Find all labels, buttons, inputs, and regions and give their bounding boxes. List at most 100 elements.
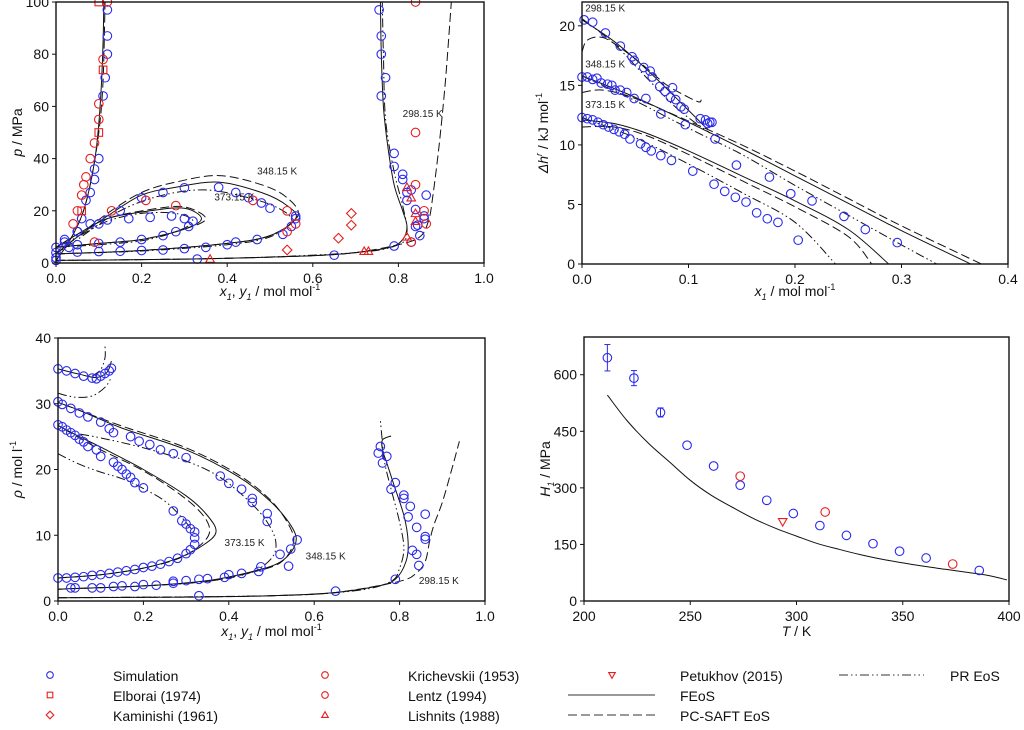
- marker-simulation-373-15-k: [164, 556, 174, 567]
- marker-krichevskii-1953: [76, 190, 87, 200]
- legend-marker-triangle-down: [607, 671, 617, 680]
- marker-simulation-348-15-k: [168, 576, 179, 587]
- legend-item: FEoS: [568, 688, 715, 704]
- temperature-annotation: 298.15 K: [419, 576, 459, 587]
- marker-simulation-373-15-k: [762, 213, 773, 224]
- marker-krichevskii-1953: [68, 219, 78, 229]
- x-tick-label: 0.6: [303, 270, 323, 286]
- marker-krichevskii-1953: [98, 54, 108, 65]
- marker-simulation-373-15-k: [123, 213, 134, 224]
- marker-simulation-348-15-k: [247, 497, 258, 508]
- marker-simulation-348-15-k: [125, 431, 136, 442]
- y-axis-label: Δhr / kJ mol-1: [534, 93, 551, 174]
- y-axis-label: p / MPa: [9, 108, 25, 157]
- marker-simulation-298-15-k-liquid: [376, 91, 387, 101]
- x-tick-label: 0.1: [679, 271, 699, 287]
- marker-krichevskii-1953: [248, 195, 258, 206]
- marker-simulation-298-15-k: [670, 94, 681, 105]
- curve-pc-saft-eos: [582, 125, 873, 264]
- marker-simulation-298-15-k: [676, 101, 686, 112]
- x-label-symbol-2: y: [239, 283, 248, 299]
- marker-simulation-373-15-k: [72, 239, 83, 250]
- marker-simulation-298-15-k-vapor: [405, 501, 416, 512]
- marker-krichevskii-1953: [735, 471, 746, 482]
- y-label-unit: / mol l: [9, 449, 25, 490]
- marker-krichevskii-1953: [78, 179, 89, 190]
- marker-simulation-373-15-k: [170, 226, 181, 237]
- marker-simulation-373-15-k: [687, 166, 698, 176]
- marker-simulation-348-15-k: [83, 412, 93, 422]
- marker-simulation-298-15-k-vapor: [98, 91, 108, 101]
- x-label-symbol-2: y: [240, 623, 249, 639]
- x-label-subscript: 1: [227, 292, 232, 302]
- legend-label: Krichevskii (1953): [408, 668, 519, 684]
- curve-feos: [582, 119, 890, 264]
- marker-simulation-298-15-k-vapor: [375, 441, 386, 452]
- marker-simulation-298-15-k: [680, 119, 691, 130]
- marker-simulation-298-15-k: [615, 41, 626, 51]
- legend-item: PC-SAFT EoS: [568, 708, 770, 724]
- marker-simulation-373-15-k: [145, 212, 156, 223]
- curve-pr-eos: [582, 117, 836, 264]
- y-label-superscript-2: -1: [534, 93, 544, 101]
- marker-simulation-348-15-k: [108, 581, 119, 592]
- marker-simulation-348-15-k: [179, 182, 190, 193]
- marker-lishnits-1988: [405, 192, 417, 202]
- marker-simulation-373-15-k: [793, 235, 804, 246]
- x-label-unit: / K: [790, 623, 812, 639]
- marker-simulation-373-15-k: [635, 138, 646, 149]
- model-curves: [607, 394, 1008, 581]
- marker-simulation-298-15-k-vapor: [89, 174, 100, 185]
- marker-simulation-298-15-k-liquid: [70, 368, 80, 379]
- curve-feos: [582, 19, 709, 130]
- curve-feos: [58, 401, 297, 590]
- curve-feos: [582, 75, 971, 264]
- marker-simulation-298-15-k-liquid: [410, 221, 421, 232]
- x-label-superscript: -1: [827, 282, 835, 292]
- model-curves: [56, 2, 452, 261]
- marker-simulation-298-15-k-liquid: [61, 366, 72, 376]
- marker-lishnits-1988: [363, 245, 374, 256]
- marker-simulation-348-15-k: [215, 471, 226, 481]
- y-tick-label: 450: [554, 423, 578, 439]
- marker-simulation-373-15-k: [655, 150, 666, 161]
- marker-simulation-348-15-k: [253, 566, 264, 577]
- y-label-subscript: 1: [546, 482, 556, 487]
- y-label-unit: / MPa: [537, 441, 553, 482]
- y-label-superscript: r: [534, 152, 544, 156]
- marker-simulation-373-15-k: [593, 117, 603, 128]
- marker-krichevskii-1953: [72, 205, 83, 216]
- legend-label: FEoS: [680, 688, 715, 704]
- marker-simulation-373-15-k: [188, 216, 198, 227]
- marker-simulation-298-15-k-liquid: [374, 4, 384, 15]
- marker-simulation-348-15-k: [104, 423, 115, 434]
- marker-simulation-373-15-k: [614, 126, 625, 137]
- y-tick-label: 20: [35, 462, 51, 478]
- curve-pr-eos: [91, 345, 106, 377]
- curve-feos: [607, 394, 1008, 581]
- marker-simulation: [735, 480, 746, 491]
- marker-simulation-348-15-k: [65, 403, 76, 414]
- legend-marker-circle: [46, 671, 54, 679]
- marker-simulation-298-15-k-liquid: [414, 230, 425, 241]
- marker-simulation-348-15-k: [72, 247, 83, 257]
- marker-simulation: [788, 508, 799, 519]
- marker-simulation-348-15-k: [610, 85, 620, 95]
- data-markers: [51, 0, 432, 266]
- marker-simulation-298-15-k-vapor: [403, 511, 413, 522]
- y-label-symbol: p: [9, 149, 25, 158]
- x-axis-label: T / K: [782, 623, 812, 639]
- y-tick-label: 0: [569, 593, 577, 609]
- marker-simulation-348-15-k: [587, 74, 598, 85]
- marker-simulation-348-15-k: [95, 417, 106, 428]
- marker-krichevskii-1953: [93, 98, 104, 109]
- marker-simulation-298-15-k-vapor: [411, 522, 422, 533]
- marker-simulation-298-15-k: [702, 118, 713, 129]
- temperature-annotation: 298.15 K: [403, 109, 443, 120]
- marker-simulation-373-15-k: [176, 515, 187, 526]
- y-tick-label: 0: [41, 255, 49, 271]
- marker-lishnits-1988: [401, 181, 413, 192]
- x-tick-label: 0.0: [46, 270, 66, 286]
- y-axis-label: H1 / MPa: [537, 441, 556, 497]
